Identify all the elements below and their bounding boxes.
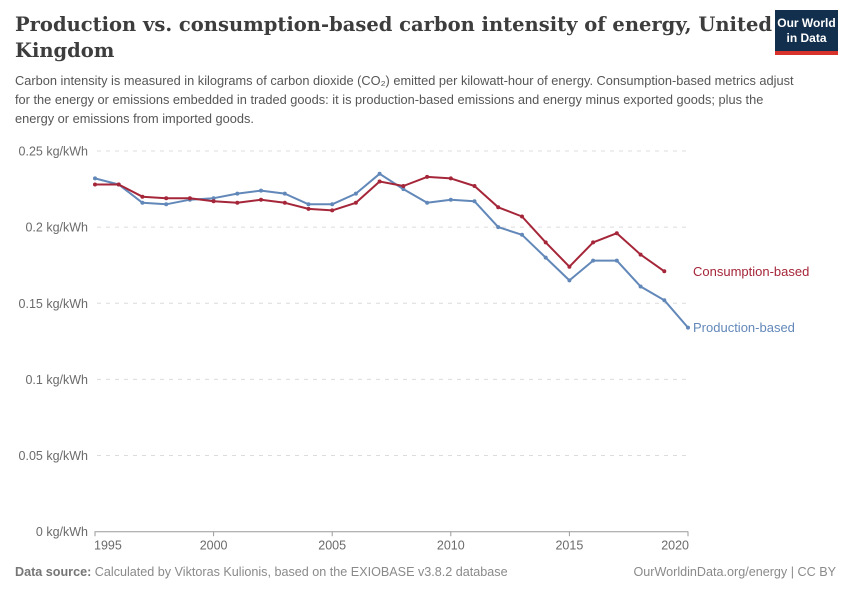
series-point-consumption-based (164, 196, 169, 201)
series-point-consumption-based (330, 208, 335, 213)
series-point-consumption-based (662, 269, 667, 274)
series-point-production-based (330, 202, 335, 207)
chart-footer: Data source: Calculated by Viktoras Kuli… (15, 565, 836, 579)
series-point-production-based (353, 191, 358, 196)
series-point-consumption-based (543, 240, 548, 245)
series-point-consumption-based (638, 252, 643, 257)
series-point-production-based (543, 255, 548, 260)
credit-link[interactable]: OurWorldinData.org/energy | CC BY (633, 565, 836, 579)
series-point-consumption-based (187, 196, 192, 201)
series-point-production-based (448, 197, 453, 202)
series-point-consumption-based (401, 184, 406, 188)
series-point-consumption-based (353, 200, 358, 205)
series-point-consumption-based (567, 264, 572, 269)
series-point-production-based (638, 284, 643, 289)
series-point-production-based (686, 325, 690, 330)
data-source-note: Data source: Calculated by Viktoras Kuli… (15, 565, 508, 579)
series-point-consumption-based (377, 179, 382, 184)
page-title-line-2: Kingdom (15, 39, 115, 62)
series-point-consumption-based (140, 194, 145, 199)
series-end-label-consumption-based: Consumption-based (693, 264, 809, 279)
series-point-production-based (140, 200, 145, 205)
data-source-label: Data source: (15, 565, 92, 579)
series-end-label-production-based: Production-based (693, 320, 795, 335)
series-point-consumption-based (282, 200, 287, 205)
y-axis-label: 0 kg/kWh (36, 525, 88, 539)
x-axis-label: 2015 (555, 539, 583, 553)
series-point-production-based (496, 225, 501, 230)
series-point-consumption-based (520, 214, 524, 219)
owid-logo-line-2: in Data (786, 31, 827, 45)
series-point-consumption-based (93, 182, 97, 187)
series-point-production-based (591, 258, 596, 263)
series-point-production-based (614, 258, 619, 263)
series-point-production-based (567, 278, 572, 283)
series-point-production-based (93, 176, 97, 181)
series-point-consumption-based (591, 240, 596, 245)
series-line-production-based (94, 172, 689, 329)
series-point-production-based (282, 191, 287, 196)
series-point-production-based (662, 298, 667, 303)
series-point-production-based (306, 202, 311, 207)
series-point-production-based (164, 202, 169, 207)
series-point-consumption-based (116, 182, 121, 187)
series-line-consumption-based (94, 175, 666, 273)
owid-logo: Our World in Data (775, 10, 838, 55)
series-point-production-based (520, 232, 524, 237)
series-point-consumption-based (306, 206, 311, 211)
series-point-consumption-based (614, 231, 619, 236)
series-point-production-based (377, 171, 382, 176)
series-point-production-based (211, 196, 216, 201)
page-title: Production vs. consumption-based carbon … (15, 12, 772, 64)
x-axis-label: 2010 (437, 539, 465, 553)
series-point-production-based (259, 188, 263, 193)
y-axis-label: 0.1 kg/kWh (25, 373, 88, 387)
y-axis-label: 0.2 kg/kWh (25, 221, 88, 235)
series-point-consumption-based (211, 199, 216, 204)
series-point-consumption-based (472, 184, 477, 188)
series-point-consumption-based (235, 200, 240, 205)
y-axis-label: 0.15 kg/kWh (19, 297, 89, 311)
y-axis-label: 0.05 kg/kWh (19, 449, 89, 463)
chart-subtitle: Carbon intensity is measured in kilogram… (15, 73, 794, 126)
series-point-production-based (472, 199, 477, 204)
page-title-line-1: Production vs. consumption-based carbon … (15, 13, 772, 36)
y-axis-label: 0.25 kg/kWh (19, 145, 89, 159)
series-point-consumption-based (496, 205, 501, 210)
owid-logo-line-1: Our World (777, 16, 836, 30)
series-point-production-based (235, 191, 240, 196)
data-source-text: Calculated by Viktoras Kulionis, based o… (94, 565, 508, 579)
series-point-production-based (425, 200, 430, 205)
x-axis-label: 2005 (318, 539, 346, 553)
series-point-consumption-based (259, 197, 263, 202)
series-point-consumption-based (425, 174, 430, 179)
x-axis-label: 1995 (94, 539, 122, 553)
series-point-consumption-based (448, 176, 453, 181)
series-point-production-based (401, 187, 406, 192)
x-axis-label: 2000 (200, 539, 228, 553)
x-axis-label: 2020 (661, 539, 689, 553)
